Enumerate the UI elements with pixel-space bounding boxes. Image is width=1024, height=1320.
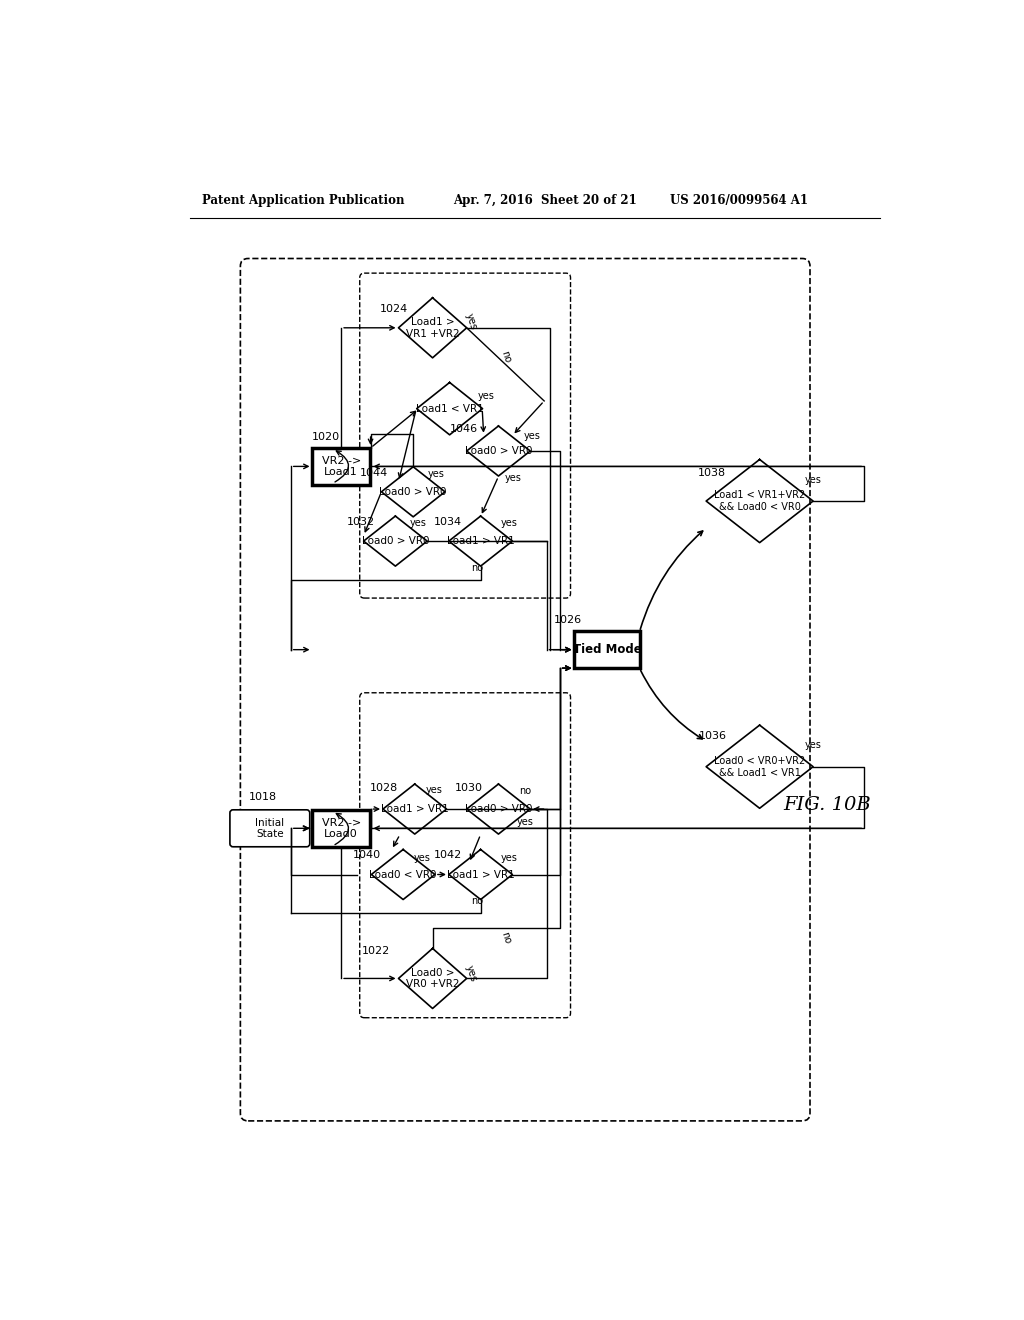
- FancyBboxPatch shape: [230, 810, 309, 847]
- Text: Load0 > VR0: Load0 > VR0: [361, 536, 429, 546]
- Text: 1032: 1032: [346, 517, 375, 527]
- Bar: [312, 810, 371, 847]
- Text: yes: yes: [464, 964, 478, 982]
- Text: yes: yes: [524, 430, 541, 441]
- Text: 1018: 1018: [249, 792, 276, 803]
- Text: Load1 < VR1+VR2
&& Load0 < VR0: Load1 < VR1+VR2 && Load0 < VR0: [714, 490, 805, 512]
- Text: Load1 > VR1: Load1 > VR1: [446, 536, 514, 546]
- Text: Load0 > VR0: Load0 > VR0: [380, 487, 446, 496]
- Text: Load1 >
VR1 +VR2: Load1 > VR1 +VR2: [406, 317, 460, 339]
- Text: Apr. 7, 2016  Sheet 20 of 21: Apr. 7, 2016 Sheet 20 of 21: [454, 194, 637, 207]
- Text: yes: yes: [501, 853, 518, 862]
- Text: yes: yes: [805, 475, 821, 486]
- Text: yes: yes: [505, 473, 521, 483]
- Text: 1020: 1020: [311, 432, 340, 442]
- Text: 1028: 1028: [370, 783, 398, 793]
- Text: Load1 > VR1: Load1 > VR1: [381, 804, 449, 814]
- Text: yes: yes: [477, 391, 495, 400]
- Text: VR2 ->
Load1: VR2 -> Load1: [322, 455, 360, 478]
- Text: 1026: 1026: [554, 615, 583, 626]
- Text: US 2016/0099564 A1: US 2016/0099564 A1: [671, 194, 809, 207]
- Text: no: no: [471, 896, 482, 907]
- Text: yes: yes: [464, 312, 478, 331]
- Bar: [574, 631, 640, 668]
- Text: 1044: 1044: [360, 467, 388, 478]
- Text: no: no: [519, 787, 530, 796]
- Text: Load0 < VR0+VR2
&& Load1 < VR1: Load0 < VR0+VR2 && Load1 < VR1: [714, 756, 805, 777]
- Bar: [312, 447, 371, 484]
- Text: Load1 < VR1: Load1 < VR1: [416, 404, 483, 413]
- Text: Load0 > VR0: Load0 > VR0: [465, 446, 532, 455]
- Text: 1034: 1034: [434, 517, 462, 527]
- Text: FIG. 10B: FIG. 10B: [783, 796, 870, 814]
- Text: yes: yes: [414, 853, 431, 862]
- Text: Load0 < VR0: Load0 < VR0: [370, 870, 437, 879]
- Text: yes: yes: [501, 517, 518, 528]
- Text: Load0 >
VR0 +VR2: Load0 > VR0 +VR2: [406, 968, 460, 989]
- Text: Tied Mode: Tied Mode: [572, 643, 641, 656]
- Text: 1042: 1042: [434, 850, 462, 861]
- Text: 1030: 1030: [455, 783, 483, 793]
- Text: yes: yes: [428, 469, 444, 479]
- Text: yes: yes: [805, 741, 821, 750]
- Text: 1038: 1038: [698, 467, 726, 478]
- Text: Initial
State: Initial State: [255, 817, 285, 840]
- Text: yes: yes: [411, 517, 427, 528]
- Text: no: no: [500, 931, 513, 945]
- Text: 1022: 1022: [361, 946, 390, 957]
- Text: yes: yes: [426, 785, 442, 795]
- Text: no: no: [471, 564, 482, 573]
- Text: 1046: 1046: [450, 425, 477, 434]
- Text: 1040: 1040: [352, 850, 381, 861]
- Text: Patent Application Publication: Patent Application Publication: [202, 194, 404, 207]
- Text: Load0 > VR0: Load0 > VR0: [465, 804, 532, 814]
- Text: 1024: 1024: [380, 304, 408, 314]
- Text: yes: yes: [516, 817, 534, 828]
- Text: Load1 > VR1: Load1 > VR1: [446, 870, 514, 879]
- Text: VR2 ->
Load0: VR2 -> Load0: [322, 817, 360, 840]
- Text: no: no: [500, 350, 513, 364]
- Text: 1036: 1036: [698, 731, 726, 741]
